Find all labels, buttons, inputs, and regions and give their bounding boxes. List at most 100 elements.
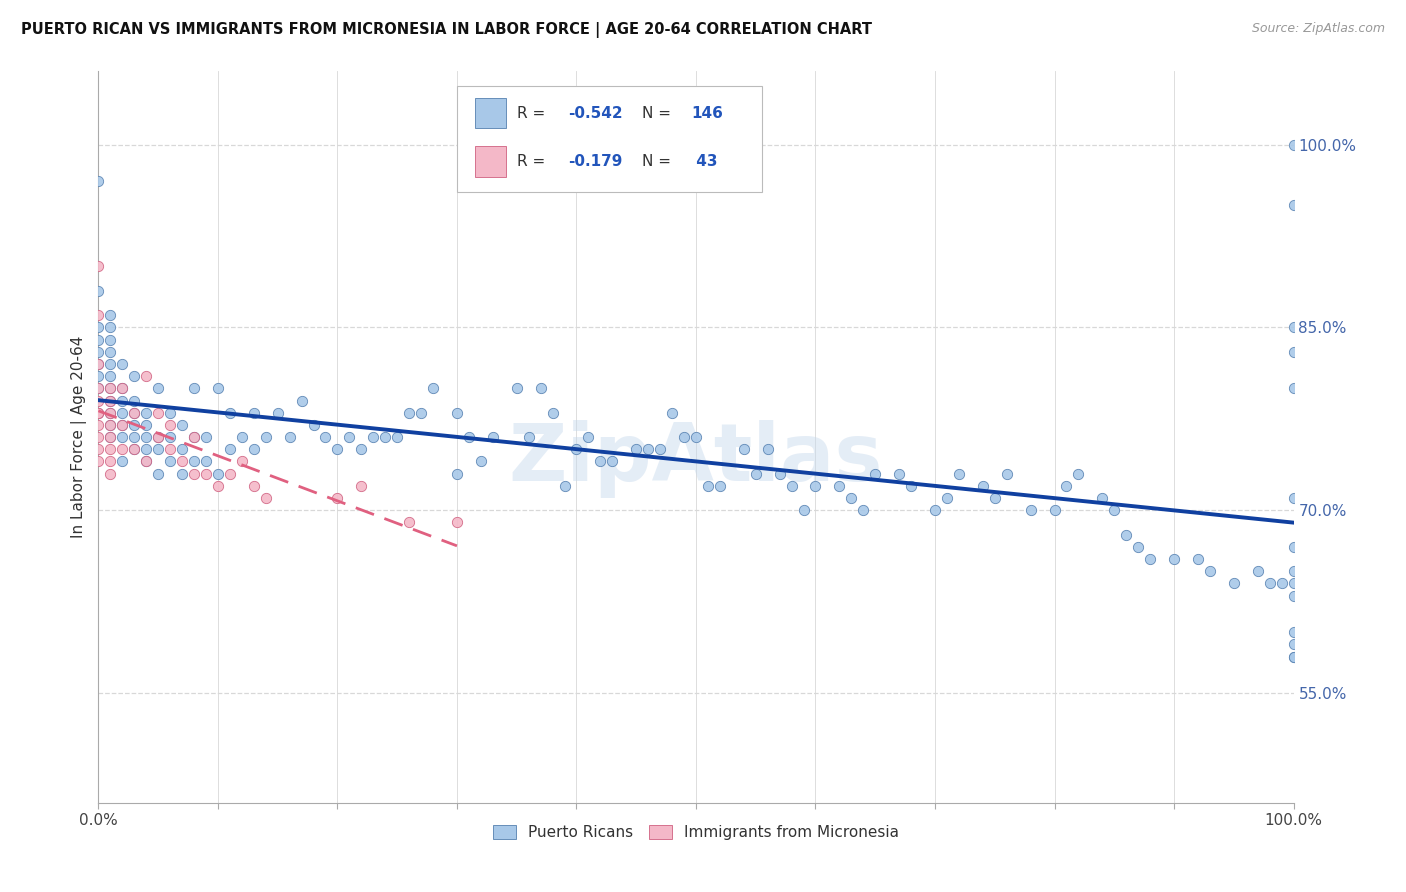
Point: [1043, 503, 1066, 517]
Point: [124, 406, 146, 420]
Point: [924, 503, 946, 517]
Point: [87, 260, 110, 274]
Point: [87, 406, 110, 420]
Point: [98, 406, 122, 420]
Point: [87, 357, 110, 371]
Point: [1247, 564, 1270, 578]
Point: [673, 430, 696, 444]
Point: [87, 333, 110, 347]
Point: [231, 454, 253, 468]
Y-axis label: In Labor Force | Age 20-64: In Labor Force | Age 20-64: [72, 336, 87, 538]
Text: 43: 43: [692, 153, 717, 169]
Point: [87, 344, 110, 359]
Point: [1282, 198, 1305, 212]
Point: [374, 430, 396, 444]
Point: [458, 430, 481, 444]
Point: [195, 430, 218, 444]
Point: [87, 369, 110, 384]
Point: [254, 430, 277, 444]
Point: [315, 430, 337, 444]
Point: [183, 467, 205, 481]
Point: [148, 430, 170, 444]
Point: [159, 406, 181, 420]
Point: [111, 381, 134, 395]
Point: [87, 393, 110, 408]
Point: [148, 467, 170, 481]
Point: [1282, 637, 1305, 651]
Point: [948, 467, 970, 481]
Point: [87, 406, 110, 420]
Point: [124, 442, 146, 457]
Point: [111, 417, 134, 432]
Point: [111, 357, 134, 371]
Point: [159, 454, 181, 468]
Point: [291, 393, 314, 408]
Point: [148, 430, 170, 444]
Point: [1223, 576, 1246, 591]
Point: [422, 381, 444, 395]
Point: [685, 430, 707, 444]
Point: [697, 479, 720, 493]
Point: [87, 174, 110, 188]
Point: [148, 406, 170, 420]
Text: N =: N =: [643, 105, 676, 120]
Point: [98, 381, 122, 395]
Point: [350, 442, 373, 457]
Point: [159, 417, 181, 432]
Point: [148, 381, 170, 395]
Point: [972, 479, 994, 493]
Point: [984, 491, 1007, 505]
Point: [589, 454, 612, 468]
Legend: Puerto Ricans, Immigrants from Micronesia: Puerto Ricans, Immigrants from Micronesi…: [486, 819, 905, 847]
Point: [135, 406, 157, 420]
Point: [111, 417, 134, 432]
Point: [98, 393, 122, 408]
Point: [828, 479, 851, 493]
Point: [1282, 381, 1305, 395]
Point: [111, 406, 134, 420]
Point: [1258, 576, 1281, 591]
Point: [98, 308, 122, 322]
Point: [98, 454, 122, 468]
Point: [1282, 649, 1305, 664]
Point: [98, 430, 122, 444]
Point: [87, 442, 110, 457]
Point: [1282, 564, 1305, 578]
Point: [733, 442, 755, 457]
Point: [565, 442, 588, 457]
Point: [793, 503, 815, 517]
Point: [124, 393, 146, 408]
Point: [219, 442, 242, 457]
Point: [172, 467, 194, 481]
Point: [267, 406, 290, 420]
Point: [183, 381, 205, 395]
Point: [1282, 649, 1305, 664]
FancyBboxPatch shape: [457, 86, 762, 192]
Point: [135, 417, 157, 432]
Point: [195, 454, 218, 468]
Point: [87, 284, 110, 298]
Point: [530, 381, 553, 395]
Point: [98, 393, 122, 408]
Point: [1199, 564, 1222, 578]
Point: [745, 467, 768, 481]
Text: -0.542: -0.542: [568, 105, 623, 120]
Point: [1282, 137, 1305, 152]
Point: [111, 454, 134, 468]
Point: [398, 516, 420, 530]
Text: R =: R =: [517, 153, 550, 169]
Point: [385, 430, 409, 444]
Point: [1282, 491, 1305, 505]
Point: [506, 381, 529, 395]
Point: [1091, 491, 1114, 505]
Point: [1187, 552, 1209, 566]
Point: [124, 430, 146, 444]
Point: [98, 381, 122, 395]
Point: [98, 442, 122, 457]
Point: [278, 430, 301, 444]
Point: [124, 442, 146, 457]
Point: [398, 406, 420, 420]
Point: [841, 491, 863, 505]
Point: [709, 479, 731, 493]
Point: [98, 333, 122, 347]
